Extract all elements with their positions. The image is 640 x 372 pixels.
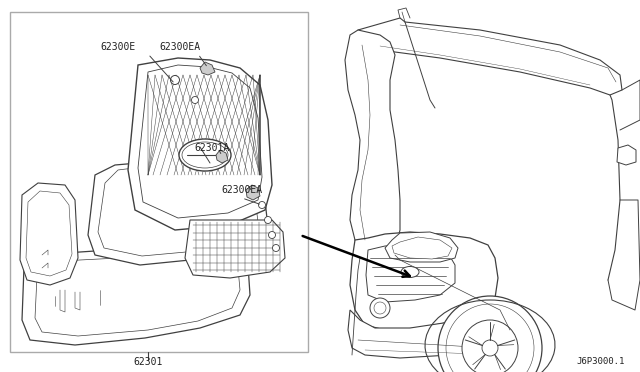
Circle shape <box>462 320 518 372</box>
Circle shape <box>370 298 390 318</box>
Polygon shape <box>138 65 262 218</box>
Polygon shape <box>185 220 285 278</box>
Text: 62300EA: 62300EA <box>159 42 200 52</box>
Bar <box>10 12 308 352</box>
Ellipse shape <box>182 142 228 168</box>
Polygon shape <box>98 166 258 256</box>
Polygon shape <box>200 62 215 75</box>
Text: 62301A: 62301A <box>195 143 230 153</box>
Text: 62300EA: 62300EA <box>221 185 262 195</box>
Polygon shape <box>20 183 78 285</box>
Circle shape <box>191 96 198 103</box>
Circle shape <box>170 76 179 84</box>
Ellipse shape <box>179 139 231 171</box>
Circle shape <box>264 217 271 224</box>
Polygon shape <box>128 58 272 230</box>
Polygon shape <box>26 191 72 276</box>
Circle shape <box>374 302 386 314</box>
Polygon shape <box>216 150 228 163</box>
Circle shape <box>259 202 266 208</box>
Polygon shape <box>385 232 458 262</box>
Text: 62301: 62301 <box>133 357 163 367</box>
Polygon shape <box>35 254 240 336</box>
Text: 62300E: 62300E <box>100 42 136 52</box>
Text: J6P3000.1: J6P3000.1 <box>577 357 625 366</box>
Polygon shape <box>348 308 505 358</box>
Circle shape <box>482 340 498 356</box>
Polygon shape <box>392 237 452 259</box>
Polygon shape <box>350 232 498 330</box>
Polygon shape <box>246 185 260 200</box>
Polygon shape <box>22 240 250 345</box>
Circle shape <box>273 244 280 251</box>
Polygon shape <box>366 245 455 302</box>
Polygon shape <box>358 18 622 95</box>
Circle shape <box>438 296 542 372</box>
Ellipse shape <box>401 266 419 278</box>
Circle shape <box>446 304 534 372</box>
Polygon shape <box>617 145 636 165</box>
Circle shape <box>269 231 275 238</box>
Polygon shape <box>345 30 400 260</box>
Polygon shape <box>88 162 268 265</box>
